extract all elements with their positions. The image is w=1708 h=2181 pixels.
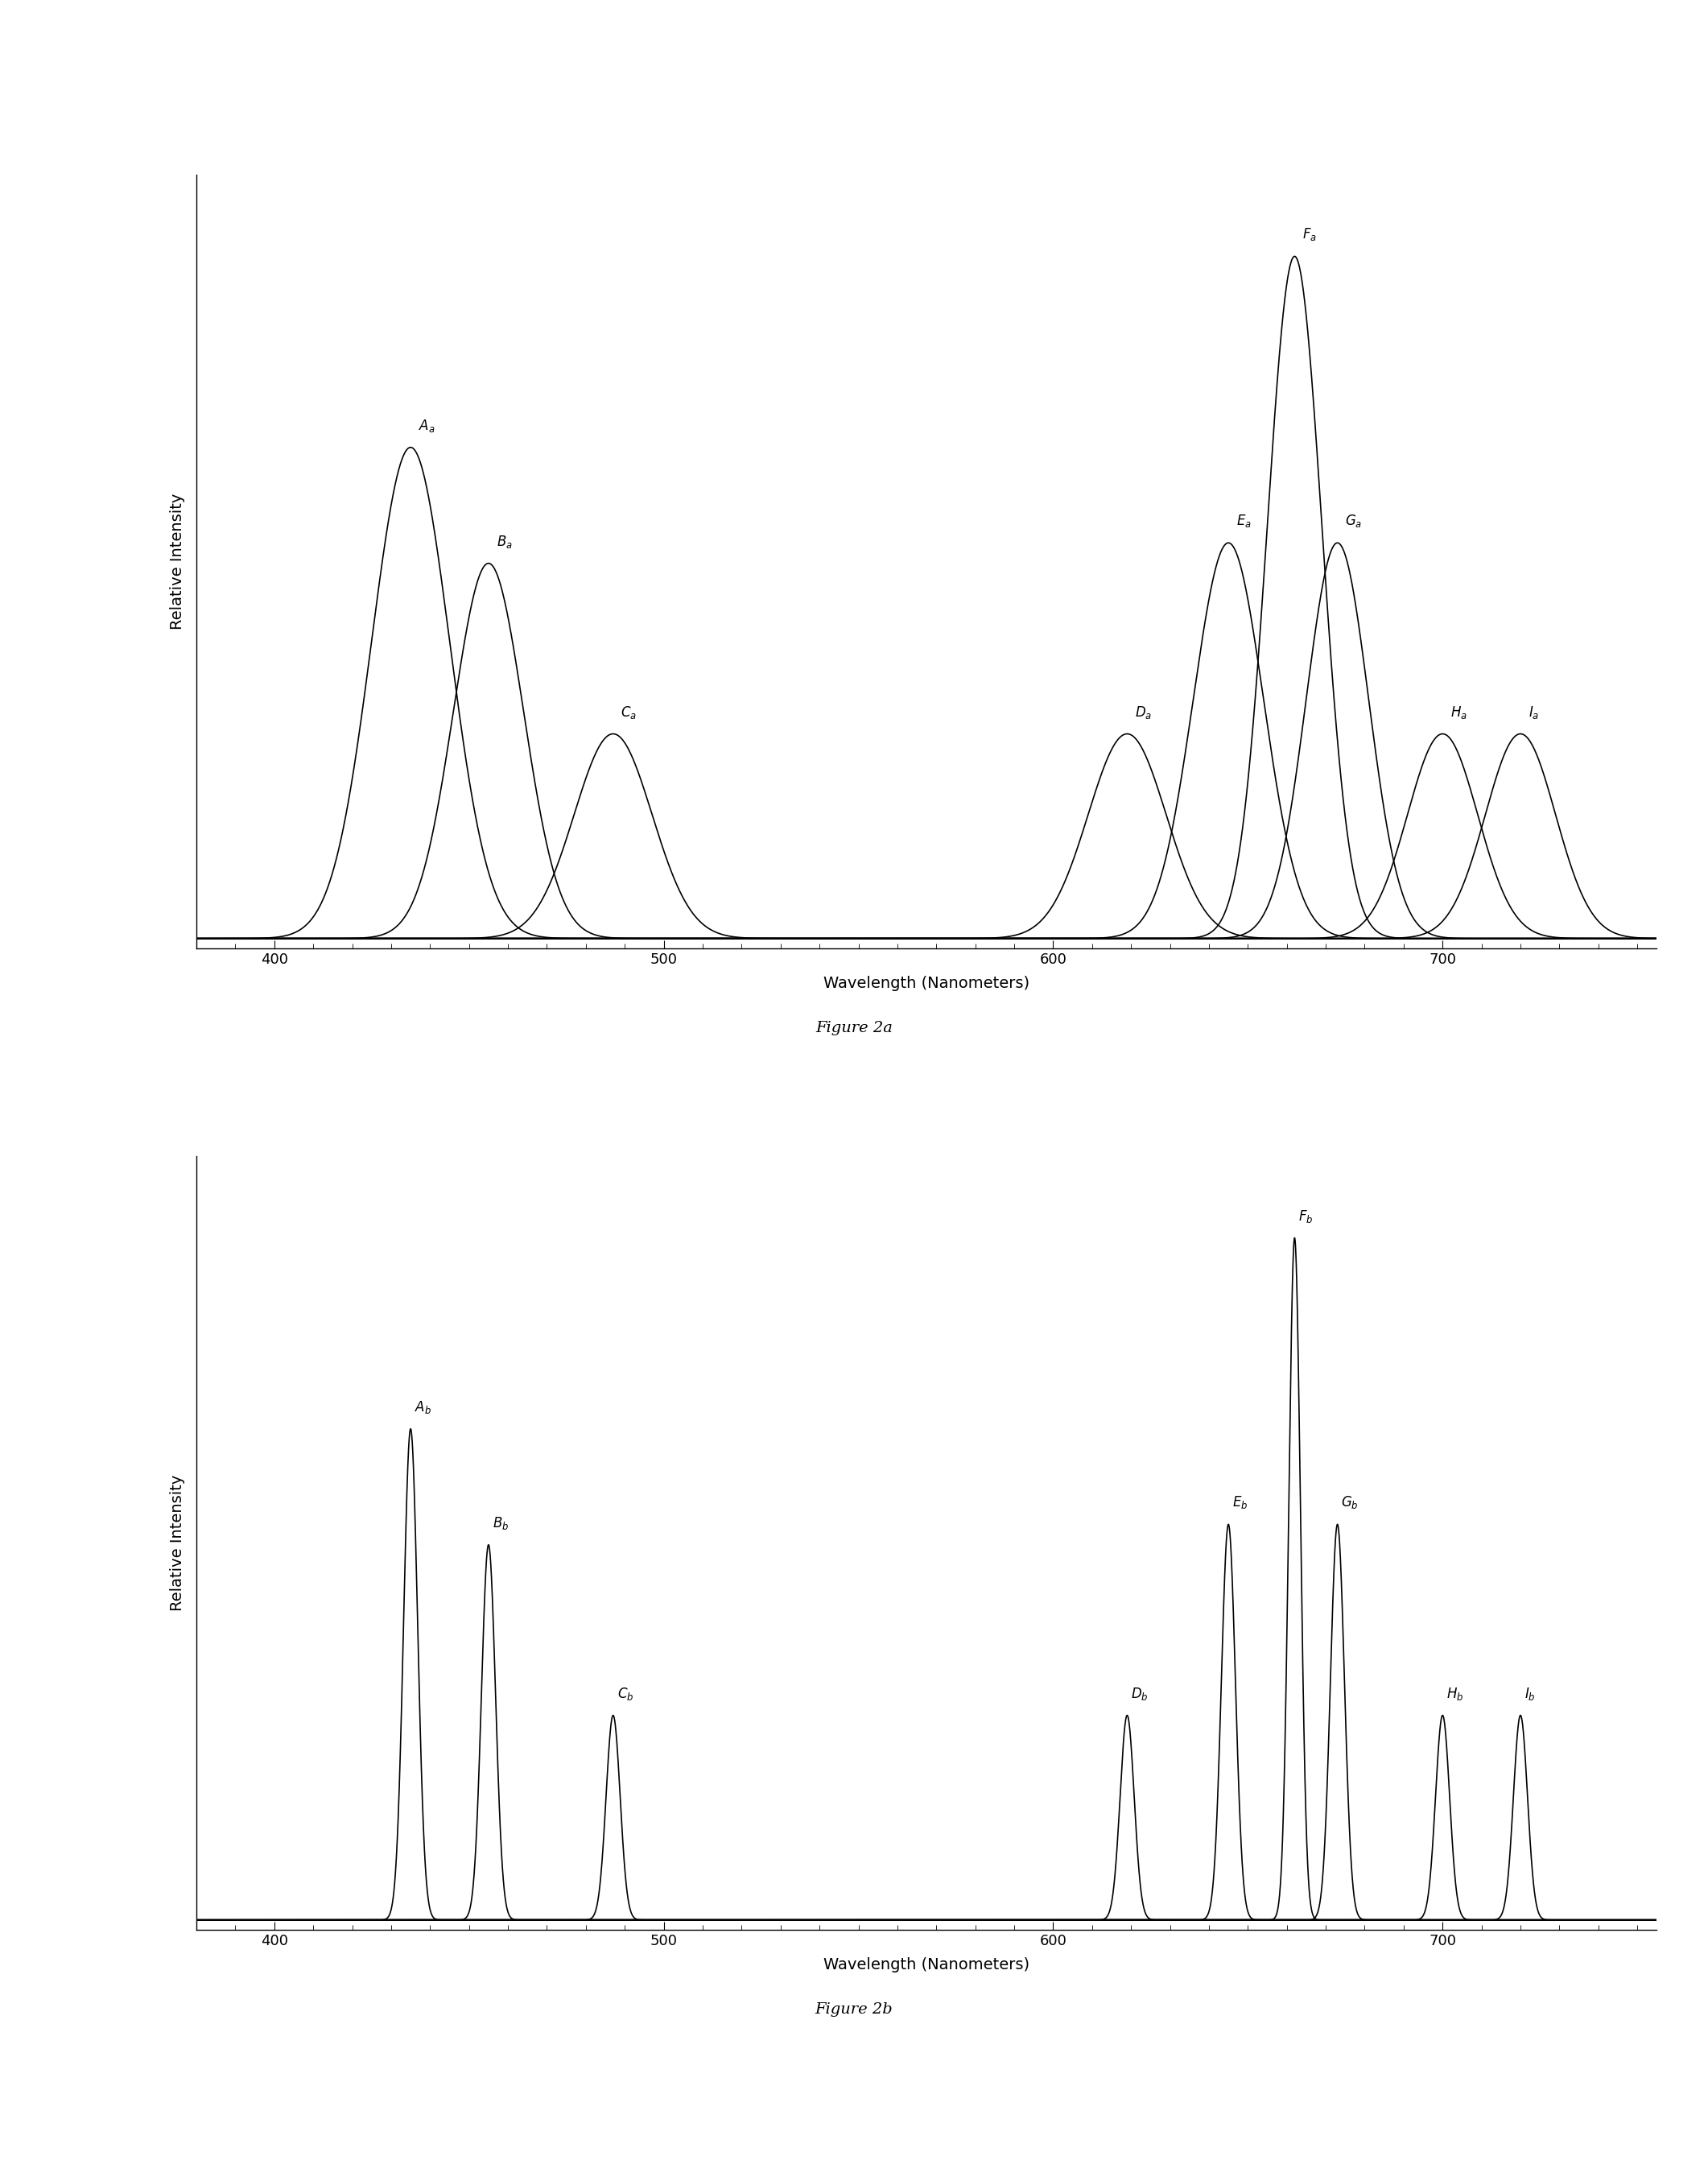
Text: $A_{a}$: $A_{a}$ — [418, 417, 436, 434]
Text: $I_{a}$: $I_{a}$ — [1529, 704, 1539, 720]
Text: $E_{b}$: $E_{b}$ — [1231, 1494, 1249, 1511]
Text: $D_{b}$: $D_{b}$ — [1131, 1686, 1148, 1701]
Text: $E_{a}$: $E_{a}$ — [1237, 513, 1252, 530]
Text: Figure 2b: Figure 2b — [815, 2002, 893, 2017]
Text: $B_{b}$: $B_{b}$ — [492, 1516, 509, 1531]
Text: $F_{b}$: $F_{b}$ — [1298, 1208, 1313, 1224]
Text: $C_{b}$: $C_{b}$ — [617, 1686, 634, 1701]
Y-axis label: Relative Intensity: Relative Intensity — [171, 1474, 184, 1612]
Y-axis label: Relative Intensity: Relative Intensity — [171, 493, 184, 630]
Text: $A_{b}$: $A_{b}$ — [415, 1398, 432, 1415]
Text: Figure 2a: Figure 2a — [815, 1021, 893, 1036]
Text: $H_{a}$: $H_{a}$ — [1450, 704, 1467, 720]
X-axis label: Wavelength (Nanometers): Wavelength (Nanometers) — [823, 977, 1030, 992]
Text: $D_{a}$: $D_{a}$ — [1134, 704, 1151, 720]
Text: $G_{b}$: $G_{b}$ — [1341, 1494, 1360, 1511]
Text: $H_{b}$: $H_{b}$ — [1447, 1686, 1464, 1701]
X-axis label: Wavelength (Nanometers): Wavelength (Nanometers) — [823, 1959, 1030, 1974]
Text: $G_{a}$: $G_{a}$ — [1346, 513, 1363, 530]
Text: $F_{a}$: $F_{a}$ — [1303, 227, 1317, 242]
Text: $I_{b}$: $I_{b}$ — [1524, 1686, 1535, 1701]
Text: $B_{a}$: $B_{a}$ — [497, 534, 512, 550]
Text: $C_{a}$: $C_{a}$ — [622, 704, 637, 720]
